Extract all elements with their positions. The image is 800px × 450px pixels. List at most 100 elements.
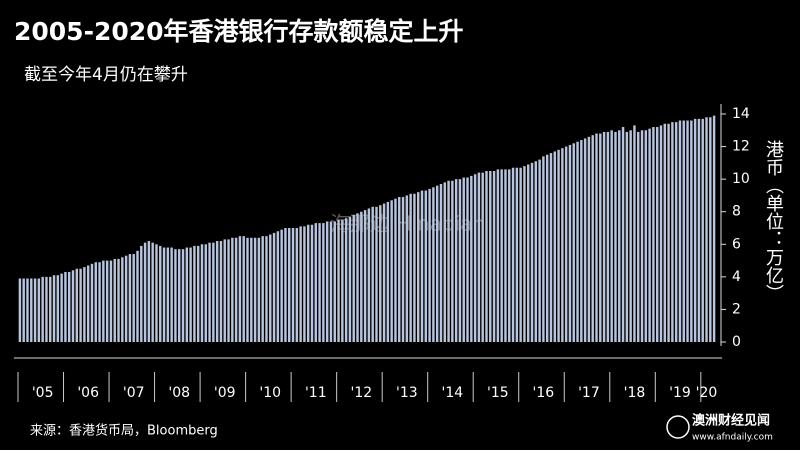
bar	[398, 197, 401, 342]
y-tick-label: 4	[732, 269, 741, 285]
bar	[30, 278, 33, 342]
bar	[79, 268, 82, 342]
bar	[640, 130, 644, 342]
bar	[83, 267, 86, 342]
bar	[379, 205, 382, 342]
y-tick-label: 2	[732, 301, 741, 317]
bar	[606, 131, 610, 342]
bar	[561, 148, 564, 342]
bar	[363, 210, 367, 342]
bar	[390, 200, 393, 342]
bar	[124, 255, 128, 342]
y-tick-label: 14	[732, 106, 750, 122]
bar	[166, 247, 170, 342]
bar	[162, 247, 166, 342]
bar	[420, 190, 424, 342]
bar	[219, 241, 223, 342]
bar	[102, 260, 105, 342]
x-tick-label: '14	[442, 385, 464, 401]
bar	[67, 271, 71, 342]
bar	[591, 135, 594, 342]
bar	[121, 257, 124, 342]
x-tick-label: '06	[77, 385, 99, 401]
bar	[170, 247, 173, 342]
bar	[22, 278, 25, 342]
bar	[564, 146, 568, 342]
bar	[56, 275, 60, 342]
bar	[629, 130, 632, 342]
bar	[416, 192, 420, 342]
bar	[401, 197, 405, 342]
y-tick-label: 8	[732, 204, 741, 220]
bar	[306, 224, 310, 342]
bar	[341, 219, 344, 342]
bar	[204, 244, 207, 342]
bar	[375, 206, 378, 342]
brand-url: www.afndaily.com	[692, 433, 773, 443]
bar	[553, 151, 556, 342]
bar	[333, 221, 336, 342]
x-tick-label: '11	[305, 385, 327, 401]
bar	[618, 130, 621, 342]
bar	[481, 172, 484, 342]
bar	[652, 127, 655, 343]
bar	[189, 247, 192, 342]
bar	[64, 271, 67, 342]
x-tick-label: '05	[32, 385, 54, 401]
bar	[185, 247, 189, 342]
bar	[470, 175, 473, 342]
bar	[155, 244, 158, 342]
bar	[633, 125, 636, 343]
bar	[542, 156, 545, 342]
bar	[527, 164, 530, 342]
x-tick-label: '18	[624, 385, 646, 401]
bar	[288, 228, 291, 342]
bar	[439, 184, 443, 342]
bar	[587, 136, 591, 342]
bar	[303, 226, 306, 342]
bar	[94, 262, 97, 342]
bar	[231, 237, 234, 342]
bar	[49, 276, 52, 342]
bar	[193, 245, 196, 342]
bar	[405, 195, 409, 342]
bar	[686, 120, 689, 342]
bar	[394, 198, 397, 342]
bar	[515, 167, 519, 342]
bar	[674, 122, 678, 343]
bar	[454, 179, 458, 342]
bar	[322, 223, 325, 342]
bar	[208, 242, 211, 342]
bar	[174, 249, 177, 342]
bar	[697, 118, 701, 342]
bar	[200, 244, 204, 342]
bar	[234, 237, 238, 342]
bar	[538, 159, 541, 342]
bar	[462, 177, 465, 342]
bar	[314, 223, 318, 342]
bar	[655, 127, 659, 343]
bar	[140, 245, 143, 342]
bar	[242, 236, 245, 342]
brand-name: 澳洲财经见闻	[692, 413, 770, 429]
chart-title: 2005-2020年香港银行存款额稳定上升	[14, 17, 464, 46]
bar	[496, 169, 500, 342]
bar	[45, 276, 48, 342]
bar	[284, 228, 287, 342]
bar	[246, 237, 249, 342]
bar	[610, 130, 613, 342]
x-tick-label: '15	[487, 385, 509, 401]
x-tick-label: '20	[696, 385, 718, 401]
bar	[348, 216, 352, 342]
bar	[712, 115, 716, 342]
bar	[261, 236, 264, 342]
bar	[705, 117, 708, 342]
bar	[18, 278, 22, 342]
bar	[272, 232, 276, 342]
bar	[709, 117, 712, 342]
bar	[424, 190, 428, 342]
x-tick-label: '13	[396, 385, 418, 401]
bar	[269, 234, 272, 342]
bar	[663, 123, 667, 343]
bar	[344, 218, 348, 342]
